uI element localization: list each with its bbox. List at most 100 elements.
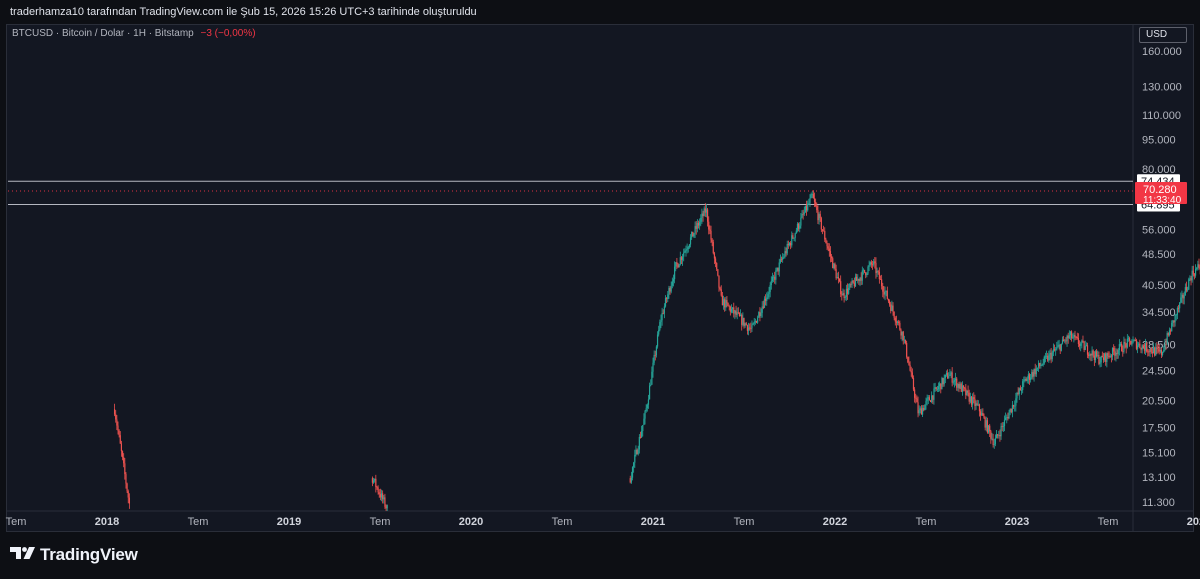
y-tick-label: 34.500 — [1142, 307, 1176, 319]
candle-body — [976, 403, 978, 405]
candle-body — [1063, 339, 1065, 342]
candle-body — [803, 212, 805, 215]
candle-body — [960, 383, 962, 392]
candle-body — [1124, 342, 1126, 344]
candle-body — [870, 262, 872, 265]
candle-body — [780, 259, 783, 261]
candle-body — [1036, 367, 1039, 369]
candle-body — [118, 430, 120, 436]
candle-body — [1028, 374, 1031, 381]
candle-body — [828, 248, 830, 252]
candle-body — [378, 492, 380, 495]
candle-body — [914, 389, 916, 398]
candle-body — [881, 279, 883, 287]
candle-body — [785, 251, 787, 254]
candle-body — [929, 400, 932, 402]
candle-body — [674, 266, 676, 280]
candle-body — [1069, 331, 1072, 336]
candle-body — [1045, 355, 1048, 357]
candle-body — [993, 444, 995, 446]
candle-body — [792, 235, 794, 239]
candle-body — [957, 384, 959, 388]
candle-body — [1002, 426, 1004, 427]
candle-body — [648, 385, 651, 400]
candle-body — [726, 300, 728, 304]
candle-body — [651, 371, 653, 385]
candle-body — [911, 372, 913, 379]
candle-body — [124, 463, 126, 475]
candle-body — [765, 298, 767, 301]
brand[interactable]: TradingView — [10, 544, 138, 566]
symbol-legend[interactable]: BTCUSD · Bitcoin / Dolar · 1H · Bitstamp… — [12, 28, 256, 39]
candle-body — [630, 477, 632, 483]
candle-body — [644, 411, 646, 419]
candle-body — [949, 374, 951, 376]
candle-body — [1030, 377, 1032, 381]
candle-body — [894, 317, 896, 322]
candle-body — [1085, 345, 1087, 347]
candle-body — [1001, 426, 1003, 427]
candle-body — [1118, 344, 1120, 351]
candle-body — [867, 266, 869, 274]
candle-body — [722, 299, 725, 306]
candle-body — [1142, 345, 1144, 348]
candle-body — [658, 330, 660, 335]
candle-body — [795, 230, 797, 234]
currency-button[interactable]: USD — [1139, 27, 1187, 43]
candle-body — [738, 312, 741, 317]
candle-body — [1194, 268, 1197, 276]
candle-body — [794, 233, 796, 238]
candle-body — [903, 339, 905, 341]
candle-body — [1052, 349, 1054, 353]
candle-body — [730, 309, 733, 312]
candle-body — [631, 467, 634, 478]
candle-body — [671, 281, 673, 286]
candle-body — [377, 487, 379, 493]
candle-body — [1127, 338, 1130, 340]
candle-body — [1158, 349, 1160, 352]
candle-body — [1191, 270, 1193, 281]
candle-body — [918, 410, 920, 414]
candle-body — [954, 378, 957, 381]
candle-body — [683, 252, 685, 257]
candle-body — [787, 244, 789, 246]
candle-body — [998, 435, 1000, 436]
candle-body — [1067, 335, 1069, 339]
candle-body — [941, 377, 943, 390]
candle-body — [701, 213, 703, 218]
candle-body — [1115, 352, 1117, 356]
candle-body — [843, 293, 845, 298]
candle-body — [989, 425, 991, 432]
candle-body — [986, 420, 989, 433]
candle-body — [645, 408, 647, 412]
candle-body — [386, 505, 388, 509]
candle-body — [967, 390, 969, 393]
candle-body — [810, 194, 812, 199]
candle-body — [1042, 363, 1044, 365]
x-tick-label: 2023 — [1005, 516, 1029, 528]
candle-body — [1162, 351, 1164, 355]
candle-body — [965, 388, 967, 396]
y-tick-label: 20.500 — [1142, 396, 1176, 408]
candle-body — [1152, 347, 1155, 354]
candle-body — [772, 276, 775, 278]
candle-body — [994, 438, 996, 445]
candle-body — [932, 395, 934, 400]
candle-body — [654, 354, 656, 356]
candle-body — [707, 209, 709, 222]
candle-body — [754, 320, 756, 322]
candle-body — [1155, 347, 1157, 356]
candle-body — [662, 313, 664, 314]
candle-body — [659, 322, 661, 331]
candle-body — [990, 431, 992, 439]
candle-body — [1019, 388, 1022, 391]
candle-body — [811, 194, 813, 196]
candle-body — [917, 402, 919, 414]
candle-body — [808, 203, 810, 205]
chart-frame[interactable] — [6, 24, 1194, 532]
candle-body — [1066, 335, 1068, 342]
candle-body — [708, 221, 710, 230]
candle-body — [907, 356, 909, 363]
candle-body — [691, 231, 693, 238]
